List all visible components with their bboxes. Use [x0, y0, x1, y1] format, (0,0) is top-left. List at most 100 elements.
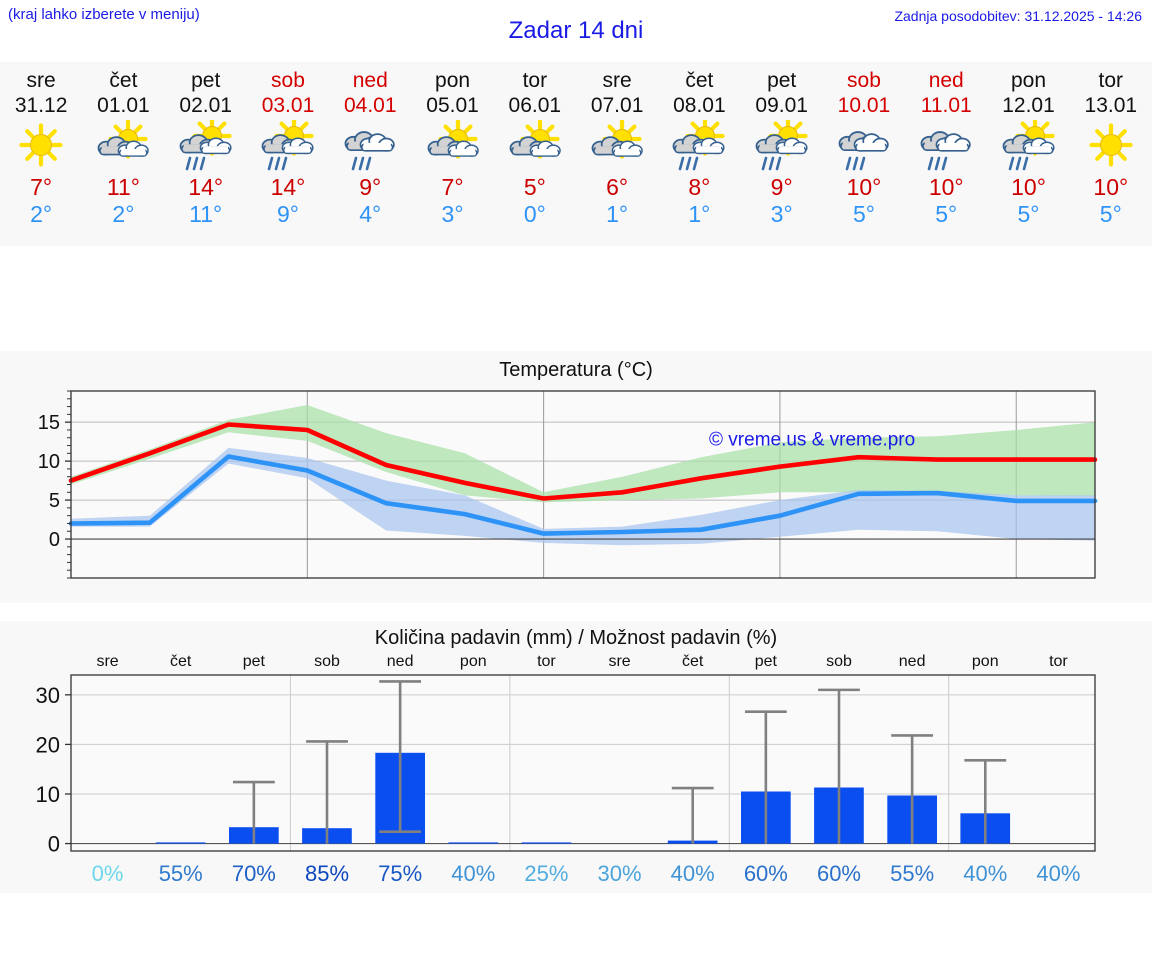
- day-date: 13.01: [1084, 94, 1138, 117]
- svg-text:10: 10: [38, 451, 60, 473]
- day-temp-min: 1°: [688, 201, 711, 227]
- precipitation-probability: 85%: [304, 861, 350, 886]
- day-temp-max: 14°: [270, 174, 306, 200]
- day-name: tor: [1098, 69, 1124, 92]
- precipitation-probability: 30%: [597, 861, 642, 886]
- day-temp-max: 11°: [106, 174, 140, 200]
- day-column[interactable]: sob 03.01 14° 9°: [247, 62, 329, 246]
- day-name: sre: [602, 69, 632, 92]
- sun-cloud-icon: [82, 120, 164, 174]
- day-column[interactable]: tor 13.01 10° 5°: [1070, 62, 1152, 246]
- day-column[interactable]: ned 11.01 10° 5°: [905, 62, 987, 246]
- precipitation-day-label: pet: [754, 653, 777, 670]
- precipitation-probability-row: 0% 55% 70% 85% 75% 40% 25% 30% 40% 60% 60% 55% 40% 40…: [71, 857, 1095, 891]
- day-temp-max: 7°: [30, 174, 53, 200]
- day-temp-min: 5°: [1017, 201, 1040, 227]
- precipitation-day-label: pon: [971, 653, 999, 670]
- svg-text:© vreme.us & vreme.pro: © vreme.us & vreme.pro: [709, 430, 915, 451]
- precipitation-day-label: sre: [608, 653, 631, 670]
- precipitation-probability: 40%: [1036, 861, 1081, 886]
- precipitation-chart-title: Količina padavin (mm) / Možnost padavin …: [374, 627, 778, 649]
- sun-cloud-icon: [494, 120, 576, 174]
- day-column[interactable]: ned 04.01 9° 4°: [329, 62, 411, 246]
- day-temp-max: 10°: [1011, 174, 1046, 200]
- day-column[interactable]: sob 10.01 10° 5°: [823, 62, 905, 246]
- cloud-rain-icon: [905, 120, 987, 174]
- precipitation-probability: 0%: [91, 861, 124, 886]
- day-column[interactable]: tor 06.01 5° 0°: [494, 62, 576, 246]
- panel-gap-2: [0, 603, 1152, 621]
- day-temp-min: 9°: [276, 201, 299, 227]
- day-date: 04.01: [343, 94, 397, 117]
- day-name: ned: [928, 69, 964, 92]
- svg-text:15: 15: [38, 412, 60, 434]
- day-column[interactable]: pon 05.01 7° 3°: [411, 62, 493, 246]
- day-column[interactable]: sre 07.01 6° 1°: [576, 62, 658, 246]
- day-temp-min: 5°: [852, 201, 875, 227]
- day-temp-max: 6°: [606, 174, 629, 200]
- day-date: 01.01: [97, 94, 150, 117]
- svg-text:20: 20: [36, 732, 60, 757]
- day-date: 12.01: [1002, 94, 1055, 117]
- day-temp-min: 5°: [935, 201, 958, 227]
- day-name: ned: [352, 69, 388, 92]
- day-column[interactable]: pet 02.01 14° 11°: [165, 62, 247, 246]
- day-name: tor: [522, 69, 548, 92]
- day-date: 11.01: [920, 94, 972, 117]
- day-name: čet: [685, 69, 714, 92]
- day-column[interactable]: sre 31.12 7° 2°: [0, 62, 82, 246]
- sun-icon: [0, 120, 82, 174]
- day-temp-max: 7°: [441, 174, 464, 200]
- day-name: pet: [191, 69, 221, 92]
- day-name: pon: [435, 69, 471, 92]
- cloud-rain-icon: [823, 120, 905, 174]
- precipitation-day-label: sre: [96, 653, 119, 670]
- day-temp-max: 9°: [359, 174, 382, 200]
- day-column[interactable]: pet 09.01 9° 3°: [741, 62, 823, 246]
- page-title: Zadar 14 dni: [508, 17, 644, 44]
- sun-cloud-rain-icon: [741, 120, 823, 174]
- precipitation-day-label: pon: [459, 653, 487, 670]
- precipitation-day-label: tor: [537, 653, 556, 670]
- day-temp-max: 10°: [846, 174, 882, 200]
- day-column[interactable]: pon 12.01 10° 5°: [987, 62, 1069, 246]
- day-temp-max: 9°: [770, 174, 793, 200]
- day-temp-min: 5°: [1099, 201, 1122, 227]
- day-temp-max: 10°: [1093, 174, 1129, 200]
- day-name: sre: [26, 69, 56, 92]
- svg-text:5: 5: [49, 490, 60, 512]
- sun-cloud-rain-icon: [658, 120, 740, 174]
- day-temp-min: 2°: [112, 201, 135, 227]
- temperature-chart-title: Temperatura (°C): [499, 359, 653, 381]
- sun-icon: [1070, 120, 1152, 174]
- precipitation-day-label: ned: [898, 653, 926, 670]
- precipitation-probability: 60%: [743, 861, 788, 886]
- temperature-chart: 0 5 10 15 © vreme.us & vreme.pro: [0, 385, 1152, 585]
- temperature-panel: Temperatura (°C) 0 5 10 15 © vreme.us & vrem…: [0, 351, 1152, 603]
- svg-text:0: 0: [49, 529, 60, 551]
- precipitation-probability: 70%: [231, 861, 276, 886]
- day-temp-max: 14°: [188, 174, 224, 200]
- day-date: 09.01: [755, 94, 808, 117]
- day-temp-max: 5°: [523, 174, 546, 200]
- sun-cloud-rain-icon: [247, 120, 329, 174]
- precipitation-day-label: čet: [170, 653, 192, 670]
- day-date: 31.12: [14, 94, 68, 117]
- sun-cloud-icon: [576, 120, 658, 174]
- precipitation-day-label: sob: [314, 653, 340, 670]
- last-updated: Zadnja posodobitev: 31.12.2025 - 14:26: [894, 8, 1142, 24]
- svg-text:10: 10: [36, 782, 60, 807]
- day-column[interactable]: čet 08.01 8° 1°: [658, 62, 740, 246]
- precipitation-day-label: pet: [242, 653, 265, 670]
- day-date: 08.01: [673, 94, 726, 117]
- day-temp-min: 3°: [770, 201, 793, 227]
- sun-cloud-rain-icon: [165, 120, 247, 174]
- day-date: 05.01: [426, 94, 479, 117]
- day-name: čet: [109, 69, 138, 92]
- day-name: sob: [271, 69, 305, 92]
- day-column[interactable]: čet 01.01 11° 2°: [82, 62, 164, 246]
- menu-hint: (kraj lahko izberete v meniju): [8, 6, 200, 23]
- sun-cloud-rain-icon: [987, 120, 1069, 174]
- precipitation-probability: 75%: [378, 861, 423, 886]
- svg-text:0: 0: [48, 832, 60, 857]
